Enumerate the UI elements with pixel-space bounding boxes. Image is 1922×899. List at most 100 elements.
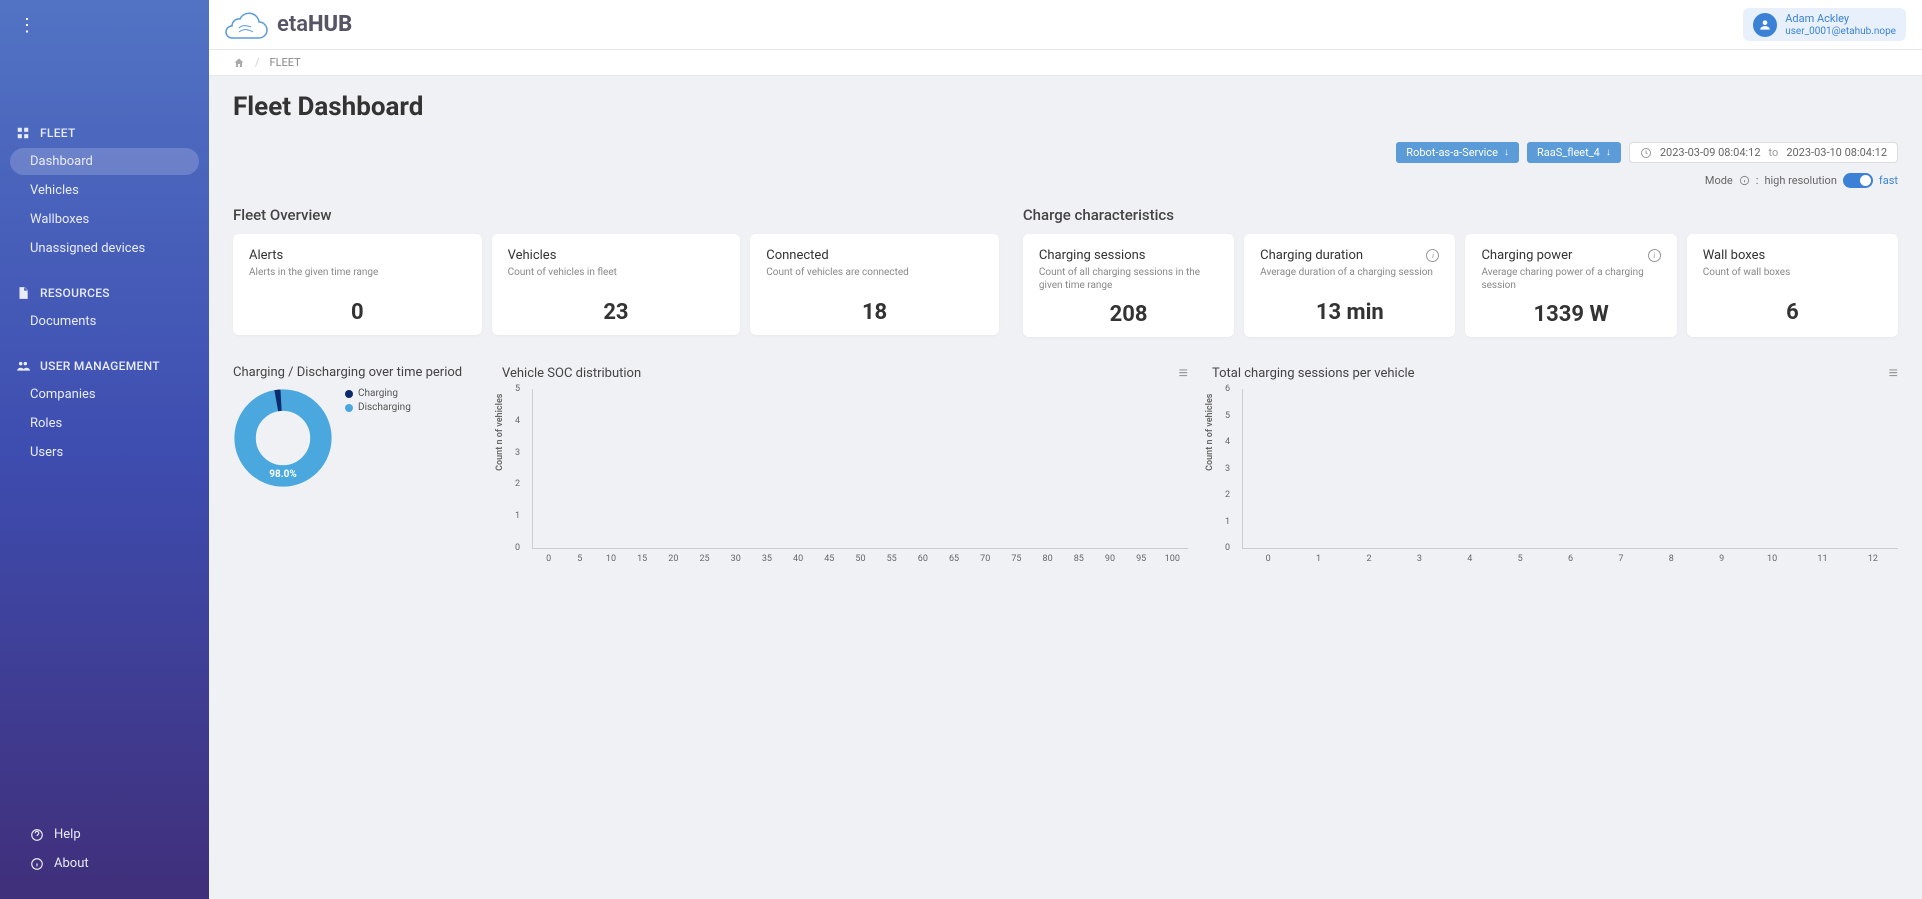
y-tick: 0 (515, 543, 520, 553)
x-tick: 90 (1105, 554, 1115, 564)
soc-ylabel: Count n of vehicles (495, 394, 505, 471)
sidebar: ⋮ FLEETDashboardVehiclesWallboxesUnassig… (0, 0, 209, 899)
user-menu[interactable]: Adam Ackley user_0001@etahub.nope (1743, 8, 1906, 40)
nav-section-head: FLEET (0, 120, 209, 146)
date-from: 2023-03-09 08:04:12 (1660, 146, 1761, 159)
date-to-label: to (1769, 146, 1779, 159)
charge-card: Charging poweriAverage charing power of … (1465, 234, 1676, 337)
x-tick: 25 (699, 554, 709, 564)
card-title: Charging sessions (1039, 248, 1146, 263)
x-tick: 40 (793, 554, 803, 564)
nav-item-dashboard[interactable]: Dashboard (10, 148, 199, 175)
x-tick: 4 (1467, 554, 1472, 564)
sessions-chart: Total charging sessions per vehicle ≡ Co… (1212, 365, 1898, 589)
nav-section-head: USER MANAGEMENT (0, 353, 209, 379)
x-tick: 15 (637, 554, 647, 564)
logo-cloud-icon (225, 10, 269, 40)
info-icon[interactable]: i (1426, 249, 1439, 262)
breadcrumb: / FLEET (209, 50, 1922, 76)
card-sub: Alerts in the given time range (249, 266, 466, 290)
service-selector[interactable]: Robot-as-a-Service (1396, 142, 1519, 163)
x-tick: 2 (1366, 554, 1371, 564)
charge-card: Charging sessions Count of all charging s… (1023, 234, 1234, 337)
x-tick: 50 (855, 554, 865, 564)
date-to: 2023-03-10 08:04:12 (1786, 146, 1887, 159)
nav-item-users[interactable]: Users (10, 439, 199, 466)
x-tick: 35 (762, 554, 772, 564)
donut-chart: Charging / Discharging over time period … (233, 365, 478, 589)
info-icon[interactable]: i (1648, 249, 1661, 262)
y-tick: 1 (1225, 517, 1230, 527)
charge-card: Charging durationiAverage duration of a … (1244, 234, 1455, 337)
x-tick: 8 (1669, 554, 1674, 564)
chart-menu-icon[interactable]: ≡ (1889, 365, 1898, 381)
info-icon[interactable] (1739, 175, 1750, 186)
card-value: 1339 W (1481, 302, 1660, 327)
x-tick: 70 (980, 554, 990, 564)
x-tick: 20 (668, 554, 678, 564)
x-tick: 3 (1417, 554, 1422, 564)
card-sub: Average duration of a charging session (1260, 266, 1439, 290)
nav-item-companies[interactable]: Companies (10, 381, 199, 408)
x-tick: 7 (1618, 554, 1623, 564)
soc-title: Vehicle SOC distribution (502, 366, 641, 381)
logo[interactable]: etaHUB (225, 10, 352, 40)
x-tick: 65 (949, 554, 959, 564)
card-value: 0 (249, 300, 466, 325)
card-value: 13 min (1260, 300, 1439, 325)
nav-item-vehicles[interactable]: Vehicles (10, 177, 199, 204)
x-tick: 55 (887, 554, 897, 564)
x-tick: 11 (1817, 554, 1827, 564)
nav-item-unassigned-devices[interactable]: Unassigned devices (10, 235, 199, 262)
card-title: Wall boxes (1703, 248, 1765, 263)
x-tick: 10 (1767, 554, 1777, 564)
y-tick: 2 (515, 479, 520, 489)
y-tick: 5 (515, 384, 520, 394)
date-range-picker[interactable]: 2023-03-09 08:04:12 to 2023-03-10 08:04:… (1629, 142, 1898, 163)
avatar-icon (1753, 13, 1777, 37)
fast-label: fast (1879, 174, 1898, 187)
x-tick: 80 (1043, 554, 1053, 564)
card-title: Charging power (1481, 248, 1572, 263)
x-tick: 95 (1136, 554, 1146, 564)
card-title: Connected (766, 248, 828, 263)
x-tick: 60 (918, 554, 928, 564)
nav-item-help[interactable]: Help (10, 821, 199, 848)
y-tick: 3 (1225, 464, 1230, 474)
x-tick: 100 (1165, 554, 1180, 564)
nav-item-roles[interactable]: Roles (10, 410, 199, 437)
fleet-selector[interactable]: RaaS_fleet_4 (1527, 142, 1621, 163)
overview-title: Fleet Overview (233, 206, 999, 224)
y-tick: 3 (515, 448, 520, 458)
x-tick: 0 (1266, 554, 1271, 564)
x-tick: 45 (824, 554, 834, 564)
menu-dots-icon[interactable]: ⋮ (18, 15, 38, 36)
card-value: 18 (766, 300, 983, 325)
mode-label: Mode (1705, 174, 1733, 187)
crumb-current: FLEET (270, 56, 301, 69)
y-tick: 6 (1225, 384, 1230, 394)
card-sub: Count of vehicles are connected (766, 266, 983, 290)
x-tick: 5 (1518, 554, 1523, 564)
donut-pct-label: 98.0% (269, 469, 297, 480)
x-tick: 9 (1719, 554, 1724, 564)
mode-value: high resolution (1764, 174, 1836, 187)
nav-section-head: RESOURCES (0, 280, 209, 306)
home-icon[interactable] (233, 57, 245, 69)
nav-item-documents[interactable]: Documents (10, 308, 199, 335)
page-title: Fleet Dashboard (233, 92, 1898, 122)
charge-title: Charge characteristics (1023, 206, 1898, 224)
card-sub: Count of vehicles in fleet (508, 266, 725, 290)
y-tick: 2 (1225, 490, 1230, 500)
nav-item-wallboxes[interactable]: Wallboxes (10, 206, 199, 233)
legend-item: Charging (345, 388, 411, 399)
overview-card: VehiclesCount of vehicles in fleet23 (492, 234, 741, 335)
card-sub: Count of all charging sessions in the gi… (1039, 266, 1218, 292)
x-tick: 5 (577, 554, 582, 564)
chart-menu-icon[interactable]: ≡ (1179, 365, 1188, 381)
donut-title: Charging / Discharging over time period (233, 365, 462, 380)
card-value: 23 (508, 300, 725, 325)
nav-item-about[interactable]: About (10, 850, 199, 877)
mode-toggle[interactable] (1843, 173, 1873, 188)
topbar: etaHUB Adam Ackley user_0001@etahub.nope (209, 0, 1922, 50)
